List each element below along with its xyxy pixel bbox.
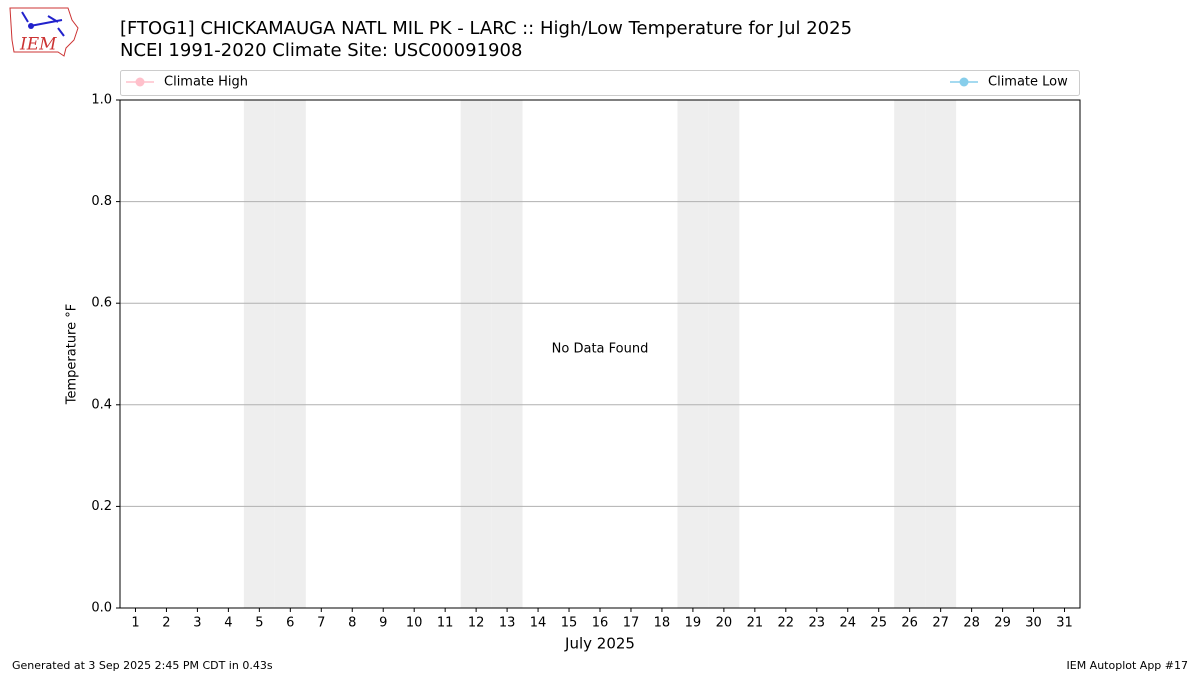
x-tick-label: 17 <box>623 616 640 631</box>
x-tick-label: 20 <box>716 616 733 631</box>
x-tick-label: 12 <box>468 616 485 631</box>
legend-marker <box>135 77 145 87</box>
x-tick-label: 29 <box>994 616 1011 631</box>
x-tick-label: 26 <box>901 616 918 631</box>
weekend-band <box>491 100 523 608</box>
x-tick-label: 10 <box>406 616 423 631</box>
logo-icon <box>21 11 65 37</box>
logo-dot <box>28 23 34 29</box>
x-tick-label: 18 <box>654 616 671 631</box>
x-tick-label: 30 <box>1025 616 1042 631</box>
weekend-band <box>677 100 709 608</box>
x-tick-label: 7 <box>317 616 325 631</box>
x-tick-label: 22 <box>778 616 795 631</box>
x-tick-label: 5 <box>255 616 263 631</box>
x-tick-label: 15 <box>561 616 578 631</box>
x-tick-label: 28 <box>963 616 980 631</box>
chart-subtitle: NCEI 1991-2020 Climate Site: USC00091908 <box>120 40 522 61</box>
x-tick-label: 31 <box>1056 616 1073 631</box>
x-tick-label: 24 <box>839 616 856 631</box>
y-tick-label: 1.0 <box>91 93 112 108</box>
plot-frame <box>119 99 1081 609</box>
y-tick-label: 0.4 <box>91 397 112 412</box>
x-tick-label: 3 <box>193 616 201 631</box>
x-tick-label: 23 <box>809 616 826 631</box>
y-axis-label: Temperature °F <box>65 304 80 405</box>
weekend-band <box>894 100 926 608</box>
annotation: No Data Found <box>552 342 649 357</box>
x-axis-label: July 2025 <box>564 635 635 653</box>
y-tick-label: 0.2 <box>91 499 112 514</box>
legend-marker <box>959 77 969 87</box>
x-tick-label: 25 <box>870 616 887 631</box>
legend-label: Climate Low <box>988 75 1068 90</box>
legend-box <box>120 70 1080 96</box>
x-tick-label: 11 <box>437 616 454 631</box>
footer-right: IEM Autoplot App #17 <box>1067 659 1189 672</box>
y-tick-label: 0.0 <box>91 601 112 616</box>
logo-text: IEM <box>19 35 57 55</box>
x-tick-label: 2 <box>162 616 170 631</box>
weekend-band <box>243 100 275 608</box>
footer-left: Generated at 3 Sep 2025 2:45 PM CDT in 0… <box>12 659 273 672</box>
legend-label: Climate High <box>164 75 248 90</box>
weekend-band <box>274 100 306 608</box>
x-tick-label: 21 <box>747 616 764 631</box>
x-tick-label: 4 <box>224 616 232 631</box>
y-tick-label: 0.6 <box>91 296 112 311</box>
x-tick-label: 13 <box>499 616 516 631</box>
y-tick-label: 0.8 <box>91 194 112 209</box>
weekend-band <box>460 100 492 608</box>
x-tick-label: 27 <box>932 616 949 631</box>
weekend-band <box>925 100 957 608</box>
x-tick-label: 19 <box>685 616 702 631</box>
chart-title: [FTOG1] CHICKAMAUGA NATL MIL PK - LARC :… <box>120 18 852 39</box>
logo: IEM <box>9 7 79 57</box>
x-tick-label: 9 <box>379 616 387 631</box>
x-tick-label: 6 <box>286 616 294 631</box>
x-tick-label: 16 <box>592 616 609 631</box>
x-tick-label: 8 <box>348 616 356 631</box>
weekend-band <box>708 100 740 608</box>
x-tick-label: 1 <box>131 616 139 631</box>
x-tick-label: 14 <box>530 616 547 631</box>
